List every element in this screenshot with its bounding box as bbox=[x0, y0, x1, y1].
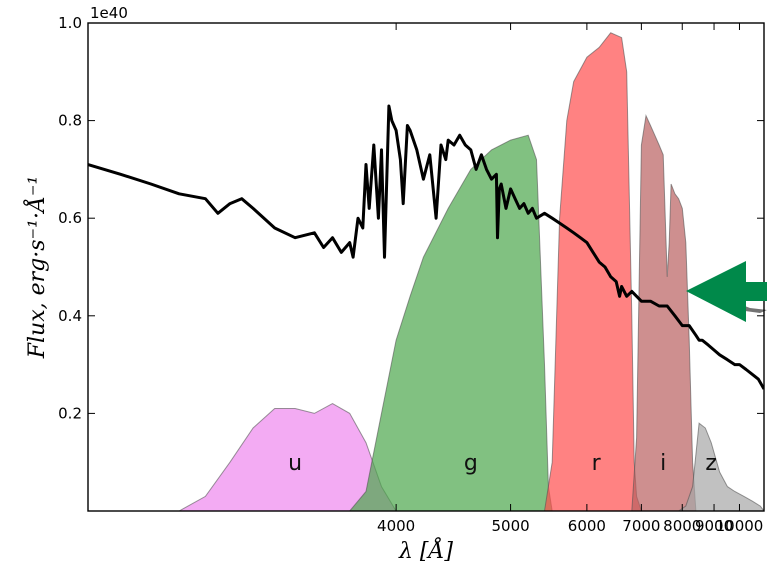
x-tick-label: 4000 bbox=[377, 517, 415, 535]
filter-label-i: i bbox=[660, 451, 666, 476]
filter-label-r: r bbox=[592, 451, 602, 476]
y-axis: 0.2 0.4 0.6 0.8 1.0 bbox=[58, 14, 764, 422]
filter-label-z: z bbox=[705, 451, 717, 476]
filter-band-z bbox=[677, 422, 764, 511]
y-offset-label: 1e40 bbox=[90, 4, 128, 22]
plot-frame bbox=[87, 22, 765, 512]
x-tick-label: 8000 bbox=[663, 517, 701, 535]
y-axis-title: Flux, erg·s⁻¹·Å⁻¹ bbox=[22, 176, 50, 360]
y-tick-label: 0.4 bbox=[58, 307, 82, 325]
x-tick-label: 9000 bbox=[695, 517, 733, 535]
x-axis-title: λ [Å] bbox=[398, 536, 453, 564]
x-tick-label: 7000 bbox=[622, 517, 660, 535]
x-tick-label: 6000 bbox=[568, 517, 606, 535]
filter-label-u: u bbox=[288, 451, 302, 476]
arrow-left-icon bbox=[686, 261, 767, 322]
filter-band-i bbox=[631, 113, 697, 511]
y-tick-label: 0.8 bbox=[58, 112, 82, 130]
y-tick-label: 0.6 bbox=[58, 209, 82, 227]
spectrum-line bbox=[88, 104, 764, 390]
x-tick-label: 10000 bbox=[716, 517, 764, 535]
y-tick-label: 0.2 bbox=[58, 404, 82, 422]
filter-band-r bbox=[543, 32, 642, 511]
x-tick-label: 5000 bbox=[491, 517, 529, 535]
y-tick-label: 1.0 bbox=[58, 14, 82, 32]
filter-label-g: g bbox=[464, 451, 478, 476]
